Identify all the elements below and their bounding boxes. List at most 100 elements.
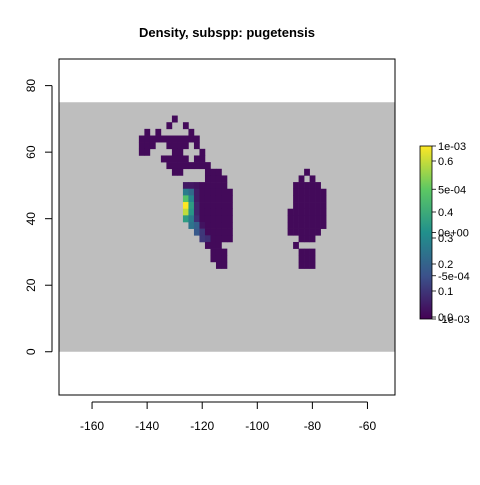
density-cell [188,195,195,203]
density-cell [227,215,233,223]
density-cell [171,148,178,156]
density-cell [199,188,206,196]
density-cell [320,215,327,223]
density-cell [193,195,200,203]
density-cell [221,235,228,243]
plot-frame [58,58,396,396]
density-cell [204,175,211,183]
density-cell [182,188,189,196]
y-tick-label: 40 [24,212,38,226]
density-cell [320,202,327,210]
density-cell [204,222,211,229]
density-cell [182,162,189,170]
density-cell [171,155,178,163]
density-cell [177,168,184,176]
density-cell [199,215,206,223]
density-cell [298,235,305,243]
x-tick-label: -120 [190,419,214,433]
density-cell [171,142,178,150]
density-cell [199,162,206,170]
density-cell [182,142,189,150]
colorbar-ticks: 1e-03 5e-04 0e+00 -5e-04 -1e-03 0.6 0.4 0.3 0.2 0… [432,141,470,326]
density-cell [293,195,299,203]
density-cell [309,195,316,203]
density-cell [193,222,200,229]
density-cell [204,168,211,176]
density-cell [166,122,173,130]
density-cell [210,195,217,203]
density-cell [221,255,228,263]
density-cell [171,115,178,123]
density-cell [210,241,217,249]
density-cell [177,162,184,170]
density-cell [160,135,167,143]
density-cell [315,222,321,229]
density-cell [193,202,200,210]
density-cell [160,155,167,163]
density-cell [221,228,228,236]
density-cell [293,241,299,249]
density-cell [215,228,222,236]
density-cell [227,228,233,236]
density-cell [204,215,211,223]
density-cell [210,248,217,256]
density-cell [227,222,233,229]
density-cell [304,261,310,269]
density-cell [182,195,189,203]
x-tick-label: -60 [359,419,377,433]
density-cell [315,188,321,196]
chart-title: Density, subspp: pugetensis [139,25,315,40]
density-cell [309,175,316,183]
density-cell [221,202,228,210]
density-cell [215,195,222,203]
density-cell [309,248,316,256]
y-tick-label: 80 [24,79,38,93]
density-cell [315,208,321,216]
density-cell [315,215,321,223]
density-cell [188,162,195,170]
density-cell [199,228,206,236]
density-cell [215,235,222,243]
density-cell [293,182,299,190]
density-cell [204,241,211,249]
density-cell [166,155,173,163]
density-cell [298,175,305,183]
density-cell [215,175,222,183]
x-tick-label: -140 [135,419,159,433]
density-cell [227,235,233,243]
density-cells [138,115,327,269]
density-cell [155,135,162,143]
density-cell [221,195,228,203]
density-cell [293,202,299,210]
density-cell [171,168,178,176]
colorbar-gradient [419,145,433,320]
y-tick-label: 20 [24,278,38,292]
density-cell [199,148,206,156]
density-cell [166,142,173,150]
density-cell [193,142,200,150]
density-cell [193,188,200,196]
density-cell [210,235,217,243]
density-cell [166,162,173,170]
density-cell [293,228,299,236]
density-cell [298,182,305,190]
density-cell [199,202,206,210]
density-cell [193,162,200,170]
density-cell [320,188,327,196]
density-cell [210,168,217,176]
density-cell [221,248,228,256]
colorbar-label: 5e-04 [438,184,466,196]
density-cell [221,222,228,229]
density-cell [149,142,156,150]
colorbar-label: -1e-03 [438,314,470,326]
density-cell [309,255,316,263]
density-cell [204,182,211,190]
colorbar-label: 0e+00 [438,228,469,240]
density-cell [315,202,321,210]
colorbar-label: 0.4 [438,207,453,219]
density-cell [210,182,217,190]
density-cell [182,202,189,210]
density-cell [298,228,305,236]
